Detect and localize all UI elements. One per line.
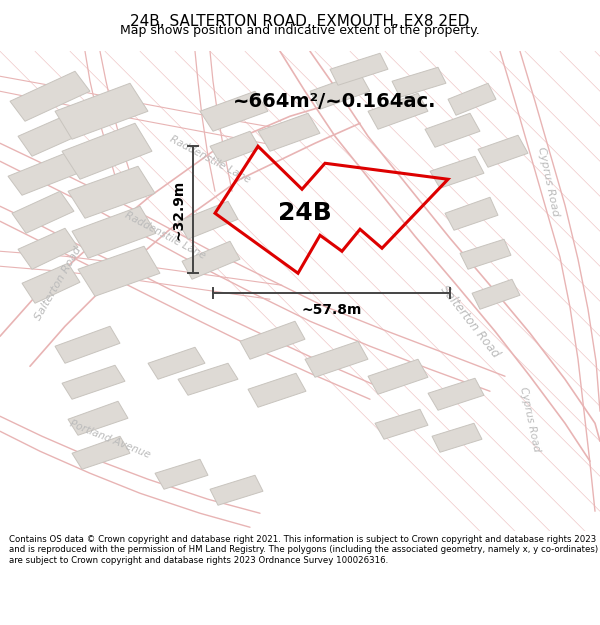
Text: Contains OS data © Crown copyright and database right 2021. This information is : Contains OS data © Crown copyright and d… — [9, 535, 598, 565]
Polygon shape — [78, 246, 160, 296]
Text: Salterton Road: Salterton Road — [438, 282, 502, 360]
Polygon shape — [72, 206, 156, 258]
Polygon shape — [392, 68, 446, 98]
Polygon shape — [478, 135, 528, 168]
Polygon shape — [428, 378, 484, 410]
Polygon shape — [148, 348, 205, 379]
Polygon shape — [55, 83, 148, 139]
Text: Map shows position and indicative extent of the property.: Map shows position and indicative extent… — [120, 24, 480, 37]
Polygon shape — [448, 83, 496, 115]
Polygon shape — [22, 263, 80, 303]
Polygon shape — [368, 93, 428, 129]
Polygon shape — [182, 241, 240, 279]
Polygon shape — [432, 423, 482, 452]
Text: ~32.9m: ~32.9m — [171, 179, 185, 240]
Text: ~57.8m: ~57.8m — [301, 303, 362, 318]
Polygon shape — [425, 113, 480, 148]
Polygon shape — [18, 111, 88, 156]
Polygon shape — [445, 198, 498, 230]
Text: ~664m²/~0.164ac.: ~664m²/~0.164ac. — [233, 92, 437, 111]
Text: 24B: 24B — [278, 201, 332, 225]
Text: Raddenstile Lane: Raddenstile Lane — [168, 134, 252, 185]
Polygon shape — [8, 153, 78, 195]
Polygon shape — [178, 363, 238, 395]
Polygon shape — [68, 166, 155, 218]
Polygon shape — [55, 326, 120, 363]
Polygon shape — [200, 91, 268, 131]
Polygon shape — [430, 156, 484, 188]
Polygon shape — [330, 53, 388, 85]
Polygon shape — [305, 341, 368, 377]
Polygon shape — [62, 123, 152, 179]
Polygon shape — [210, 131, 260, 163]
Polygon shape — [12, 191, 74, 233]
Text: Salterton Road: Salterton Road — [33, 245, 83, 322]
Polygon shape — [68, 401, 128, 435]
Polygon shape — [10, 71, 90, 121]
Polygon shape — [62, 365, 125, 399]
Polygon shape — [248, 373, 306, 408]
Polygon shape — [310, 73, 370, 109]
Text: Portland Avenue: Portland Avenue — [68, 419, 152, 460]
Polygon shape — [460, 239, 511, 269]
Text: 24B, SALTERTON ROAD, EXMOUTH, EX8 2ED: 24B, SALTERTON ROAD, EXMOUTH, EX8 2ED — [130, 14, 470, 29]
Polygon shape — [210, 475, 263, 505]
Polygon shape — [72, 436, 130, 469]
Polygon shape — [375, 409, 428, 439]
Polygon shape — [472, 279, 520, 309]
Text: Cyprus Road: Cyprus Road — [536, 146, 560, 217]
Polygon shape — [155, 459, 208, 489]
Text: Raddenstile Lane: Raddenstile Lane — [123, 210, 207, 261]
Polygon shape — [368, 359, 428, 394]
Polygon shape — [178, 201, 238, 239]
Text: Cyprus Road: Cyprus Road — [518, 386, 542, 452]
Polygon shape — [258, 113, 320, 151]
Polygon shape — [240, 321, 305, 359]
Polygon shape — [18, 228, 78, 269]
